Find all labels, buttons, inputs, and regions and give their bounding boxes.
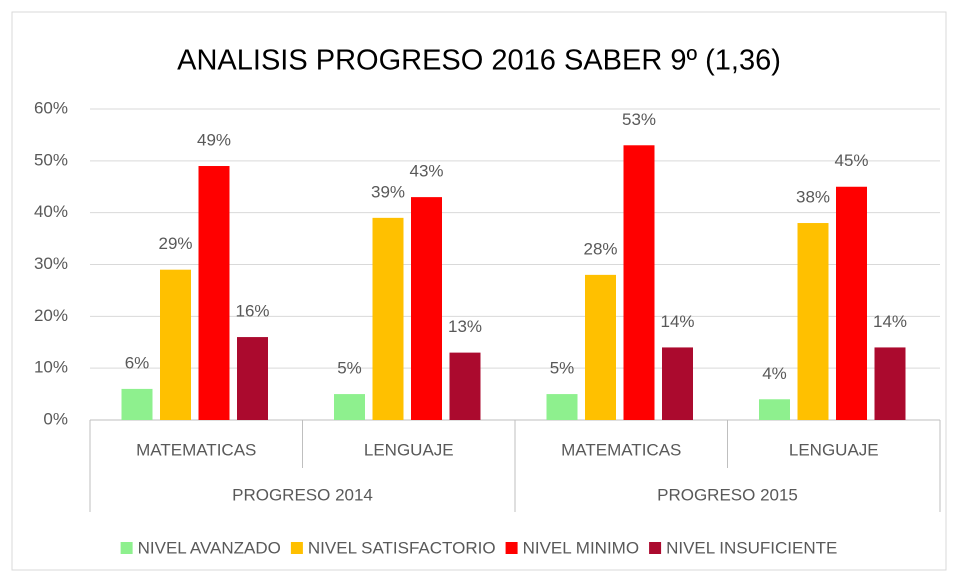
- x-tick-label: LENGUAJE: [364, 440, 454, 459]
- data-label: 38%: [796, 188, 830, 207]
- y-tick-label: 40%: [34, 202, 68, 221]
- bar: [334, 394, 365, 420]
- bar: [411, 197, 442, 420]
- legend-swatch: [290, 542, 303, 554]
- group-label: PROGRESO 2015: [657, 485, 798, 504]
- bar: [662, 347, 693, 420]
- y-tick-label: 60%: [34, 98, 68, 117]
- y-tick-label: 50%: [34, 150, 68, 169]
- data-label: 6%: [125, 353, 150, 372]
- data-label: 53%: [622, 110, 656, 129]
- legend-label: NIVEL SATISFACTORIO: [308, 538, 496, 557]
- x-tick-label: MATEMATICAS: [561, 440, 681, 459]
- data-label: 4%: [762, 364, 787, 383]
- data-label: 14%: [660, 312, 694, 331]
- bar: [160, 269, 191, 420]
- data-label: 14%: [873, 312, 907, 331]
- y-tick-label: 30%: [34, 254, 68, 273]
- data-label: 13%: [448, 317, 482, 336]
- bar: [836, 186, 867, 420]
- bar: [874, 347, 906, 420]
- bar: [198, 166, 230, 420]
- bar: [121, 388, 153, 420]
- data-label: 28%: [583, 239, 617, 258]
- y-tick-label: 10%: [34, 358, 68, 377]
- legend-swatch: [505, 542, 518, 554]
- x-tick-label: LENGUAJE: [789, 440, 879, 459]
- data-label: 5%: [550, 359, 575, 378]
- bar: [623, 145, 655, 421]
- data-label: 45%: [834, 151, 868, 170]
- bar: [546, 394, 578, 420]
- data-label: 16%: [235, 302, 269, 321]
- legend-label: NIVEL MINIMO: [523, 538, 640, 557]
- x-tick-label: MATEMATICAS: [136, 440, 256, 459]
- group-label: PROGRESO 2014: [232, 485, 373, 504]
- bar: [372, 217, 404, 420]
- legend-label: NIVEL AVANZADO: [138, 538, 281, 557]
- bar: [759, 399, 790, 420]
- data-label: 43%: [409, 162, 443, 181]
- bar: [797, 223, 829, 420]
- legend-swatch: [120, 542, 133, 554]
- y-tick-label: 20%: [34, 306, 68, 325]
- bar: [585, 274, 616, 420]
- legend-label: NIVEL INSUFICIENTE: [666, 538, 837, 557]
- bar: [449, 352, 481, 420]
- legend-swatch: [649, 542, 662, 554]
- data-label: 29%: [158, 234, 192, 253]
- data-label: 49%: [197, 131, 231, 150]
- bar: [237, 337, 268, 420]
- y-tick-label: 0%: [43, 409, 68, 428]
- data-label: 39%: [371, 182, 405, 201]
- chart-title: ANALISIS PROGRESO 2016 SABER 9º (1,36): [177, 45, 781, 77]
- data-label: 5%: [337, 359, 362, 378]
